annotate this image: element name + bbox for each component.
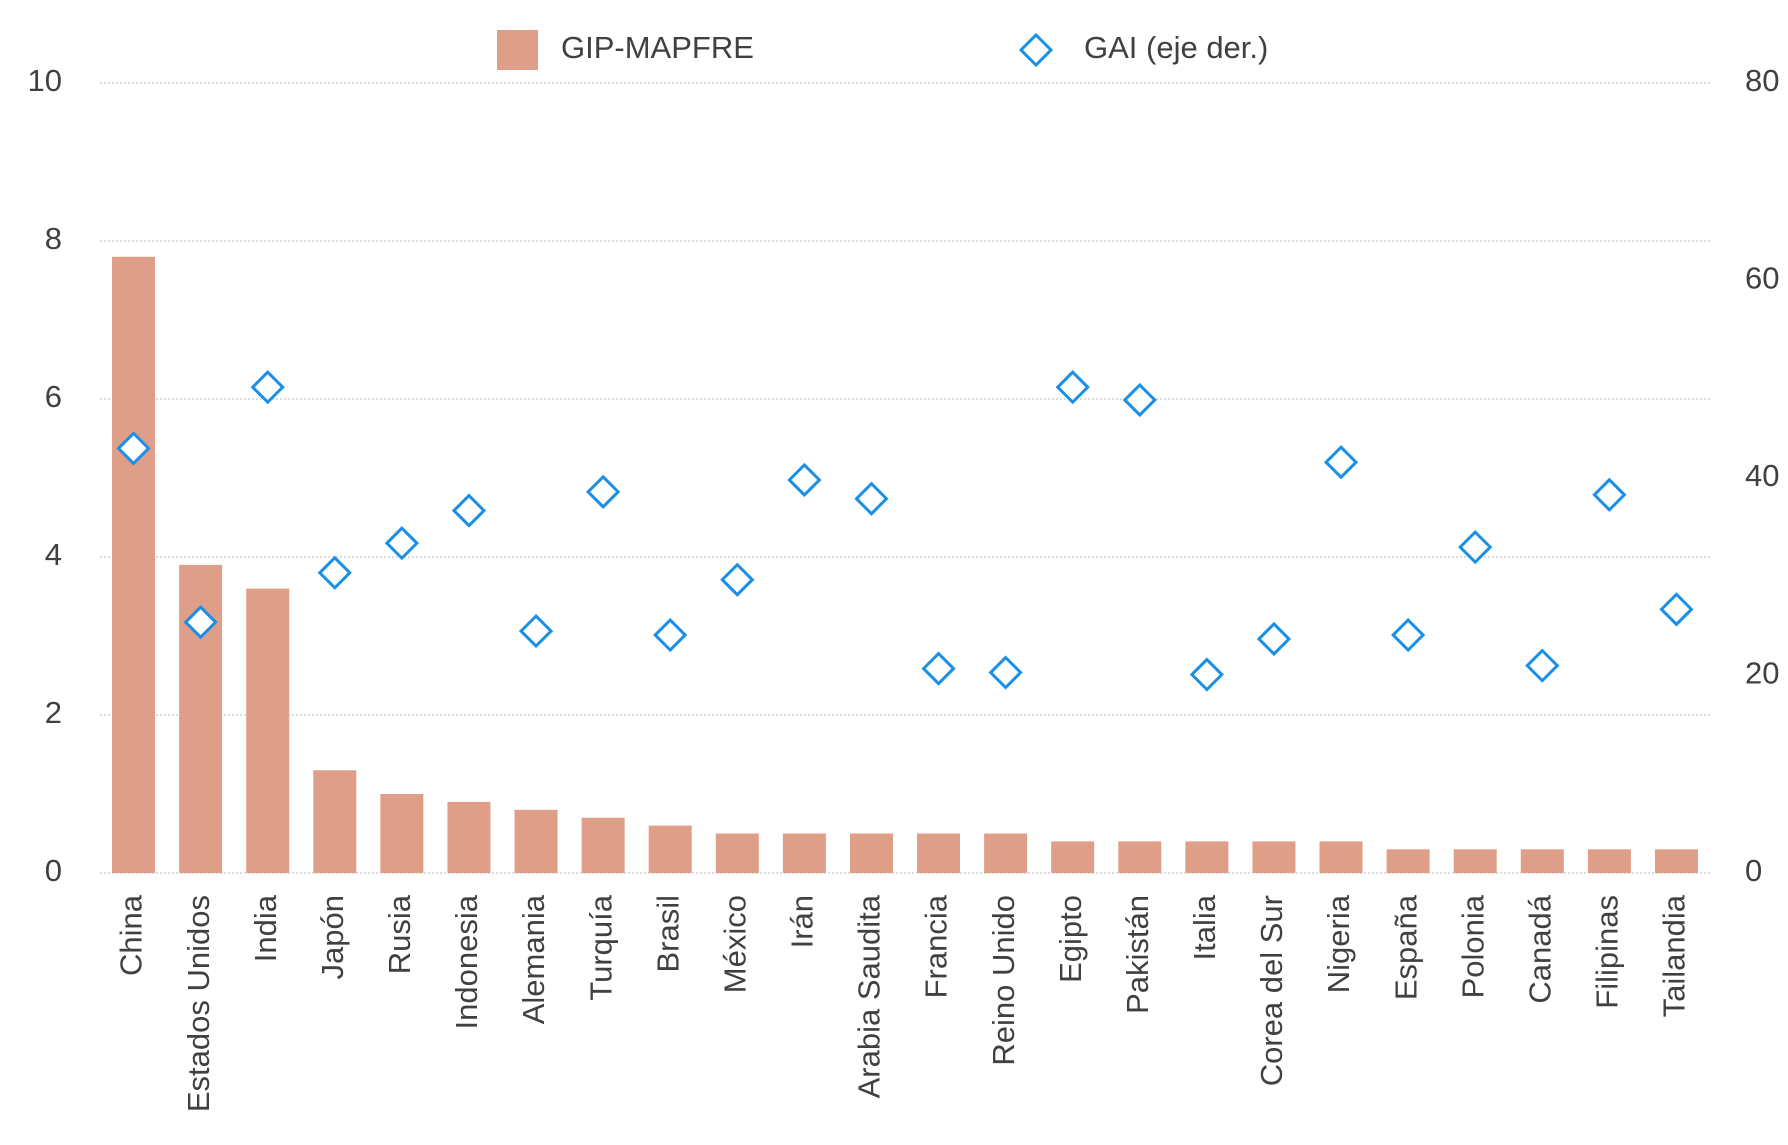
x-tick-label: Estados Unidos: [181, 895, 216, 1112]
y-tick-label: 10: [28, 63, 62, 98]
gai-marker: [451, 493, 487, 528]
gai-marker: [988, 655, 1023, 690]
bar: [849, 833, 893, 873]
legend-marker: [497, 30, 538, 70]
legend-label: GIP-MAPFRE: [561, 30, 754, 65]
bar: [1118, 841, 1162, 873]
gai-marker: [116, 431, 151, 466]
y2-tick-label: 20: [1745, 656, 1779, 691]
x-tick-label: Francia: [919, 894, 954, 998]
gai-marker: [1592, 477, 1627, 512]
x-tick-label: Irán: [785, 895, 820, 948]
gai-marker: [1525, 648, 1560, 683]
bar: [648, 825, 692, 873]
gai-marker: [921, 651, 956, 686]
gai-marker: [518, 613, 554, 649]
x-tick-label: Indonesia: [449, 894, 484, 1029]
x-tick-label: Turquía: [583, 894, 618, 1000]
legend-marker: [1018, 32, 1054, 68]
y2-tick-label: 0: [1745, 853, 1762, 888]
gai-marker: [1458, 530, 1493, 565]
bar: [984, 833, 1028, 873]
x-tick-label: Arabia Saudita: [852, 894, 887, 1098]
bar: [313, 770, 357, 873]
bar: [514, 809, 558, 873]
x-tick-label: España: [1388, 894, 1423, 1000]
x-tick-label: Rusia: [382, 894, 417, 974]
bar: [715, 833, 759, 873]
gai-marker: [854, 481, 889, 516]
x-tick-label: Alemania: [516, 894, 551, 1024]
x-tick-label: Reino Unido: [986, 895, 1021, 1066]
gai-marker: [1659, 592, 1694, 627]
bar: [1319, 841, 1363, 873]
x-tick-label: México: [717, 895, 752, 993]
bar: [1252, 841, 1296, 873]
gai-marker: [317, 555, 352, 590]
bar: [380, 794, 424, 873]
bar: [1587, 849, 1631, 873]
x-tick-label: Egipto: [1053, 895, 1088, 983]
bar: [1654, 849, 1698, 873]
gai-marker: [183, 605, 218, 640]
x-tick-label: Polonia: [1455, 894, 1490, 998]
y-tick-label: 4: [45, 537, 62, 572]
bar: [581, 817, 625, 873]
bar: [1051, 841, 1095, 873]
y-tick-label: 6: [45, 379, 62, 414]
x-tick-label: Italia: [1187, 894, 1222, 960]
gai-marker: [1391, 617, 1426, 653]
bar: [782, 833, 826, 873]
bar: [917, 833, 961, 873]
x-tick-label: India: [248, 894, 283, 962]
x-tick-label: Pakistán: [1120, 895, 1155, 1014]
x-tick-label: China: [114, 894, 149, 976]
x-tick-label: Japón: [315, 895, 350, 979]
y2-tick-label: 40: [1745, 458, 1779, 493]
bar: [447, 801, 491, 873]
gai-marker: [1189, 657, 1225, 692]
gai-marker: [384, 526, 419, 561]
gai-marker: [1122, 382, 1157, 418]
gai-marker: [1256, 621, 1292, 657]
x-tick-label: Canadá: [1522, 894, 1557, 1003]
gai-marker: [1055, 370, 1090, 405]
gai-marker: [787, 462, 822, 498]
x-tick-label: Nigeria: [1321, 894, 1356, 993]
bar: [1453, 849, 1497, 873]
gai-marker: [720, 562, 755, 597]
gai-marker: [250, 370, 285, 405]
bar: [246, 588, 290, 873]
bar: [1185, 841, 1229, 873]
y-tick-label: 8: [45, 221, 62, 256]
x-tick-label: Brasil: [650, 895, 685, 973]
gai-marker: [1323, 445, 1359, 480]
bar: [1386, 849, 1430, 873]
gai-marker: [586, 474, 621, 509]
y2-tick-label: 80: [1745, 63, 1779, 98]
y-tick-label: 0: [45, 853, 62, 888]
gai-marker: [653, 617, 688, 653]
legend-label: GAI (eje der.): [1084, 30, 1268, 65]
bar: [112, 256, 156, 873]
y-tick-label: 2: [45, 695, 62, 730]
x-tick-label: Corea del Sur: [1254, 895, 1289, 1086]
bar: [1520, 849, 1564, 873]
y2-tick-label: 60: [1745, 261, 1779, 296]
x-tick-label: Filipinas: [1590, 895, 1625, 1009]
x-tick-label: Tailandia: [1657, 894, 1692, 1017]
